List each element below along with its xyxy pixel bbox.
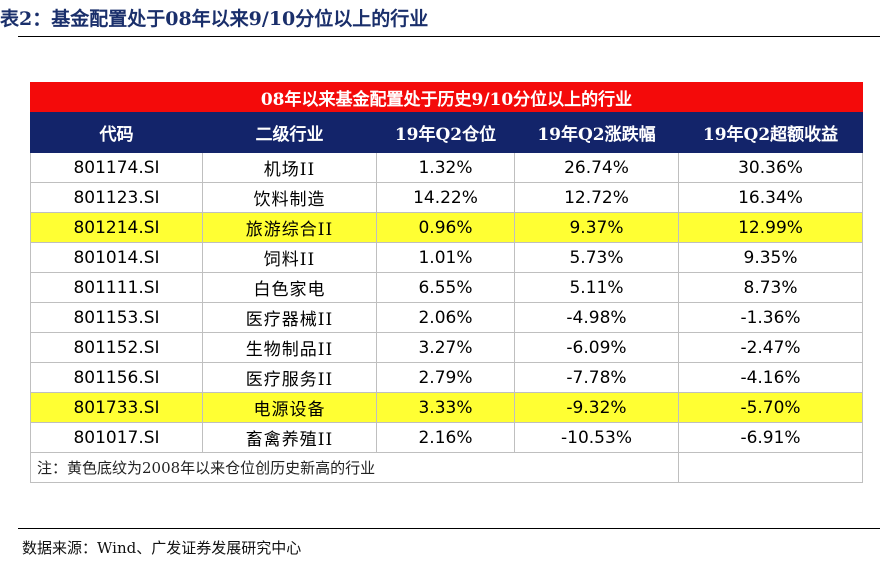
cell-code: 801014.SI <box>30 242 203 273</box>
cell-industry: 饮料制造 <box>202 182 377 213</box>
cell-industry: 医疗服务II <box>202 362 377 393</box>
table-banner-row: 08年以来基金配置处于历史9/10分位以上的行业 <box>29 82 864 112</box>
cell-position: 2.16% <box>376 422 515 453</box>
cell-position: 2.79% <box>376 362 515 393</box>
cell-code: 801733.SI <box>30 392 203 423</box>
column-header-position: 19年Q2仓位 <box>376 111 515 153</box>
table-note: 注：黄色底纹为2008年以来仓位创历史新高的行业 <box>30 452 679 483</box>
cell-industry: 医疗器械II <box>202 302 377 333</box>
figure-title: 表2：基金配置处于08年以来9/10分位以上的行业 <box>0 8 429 30</box>
table-body: 801174.SI 机场II 1.32% 26.74% 30.36% 801123.SI 饮… <box>30 152 864 453</box>
column-header-code: 代码 <box>30 111 203 153</box>
cell-excess: -1.36% <box>677 302 864 333</box>
cell-excess: 9.35% <box>677 242 864 273</box>
cell-position: 0.96% <box>376 212 515 243</box>
table-row: 801014.SI 饲料II 1.01% 5.73% 9.35% <box>30 242 864 273</box>
table-banner: 08年以来基金配置处于历史9/10分位以上的行业 <box>29 82 864 112</box>
cell-position: 2.06% <box>376 302 515 333</box>
cell-position: 14.22% <box>376 182 515 213</box>
cell-change: 5.73% <box>514 242 679 273</box>
cell-code: 801017.SI <box>30 422 203 453</box>
data-source: 数据来源：Wind、广发证券发展研究中心 <box>22 539 302 557</box>
cell-excess: 8.73% <box>677 272 864 303</box>
table-row: 801153.SI 医疗器械II 2.06% -4.98% -1.36% <box>30 302 864 333</box>
cell-code: 801214.SI <box>30 212 203 243</box>
cell-code: 801111.SI <box>30 272 203 303</box>
cell-code: 801123.SI <box>30 182 203 213</box>
source-divider <box>18 528 880 529</box>
cell-position: 3.27% <box>376 332 515 363</box>
table-row: 801152.SI 生物制品II 3.27% -6.09% -2.47% <box>30 332 864 363</box>
cell-change: 26.74% <box>514 152 679 183</box>
industry-table: 08年以来基金配置处于历史9/10分位以上的行业 代码 二级行业 19年Q2仓位… <box>29 82 864 483</box>
table-note-blank-cell <box>677 452 864 483</box>
cell-excess: -2.47% <box>677 332 864 363</box>
column-header-change: 19年Q2涨跌幅 <box>514 111 679 153</box>
cell-code: 801156.SI <box>30 362 203 393</box>
cell-industry: 电源设备 <box>202 392 377 423</box>
cell-change: -7.78% <box>514 362 679 393</box>
table-row: 801174.SI 机场II 1.32% 26.74% 30.36% <box>30 152 864 183</box>
table-row-highlighted: 801214.SI 旅游综合II 0.96% 9.37% 12.99% <box>30 212 864 243</box>
cell-industry: 机场II <box>202 152 377 183</box>
cell-position: 6.55% <box>376 272 515 303</box>
cell-change: 12.72% <box>514 182 679 213</box>
table-row: 801123.SI 饮料制造 14.22% 12.72% 16.34% <box>30 182 864 213</box>
title-divider <box>18 36 880 37</box>
cell-industry: 旅游综合II <box>202 212 377 243</box>
column-header-industry: 二级行业 <box>202 111 377 153</box>
cell-industry: 白色家电 <box>202 272 377 303</box>
cell-industry: 饲料II <box>202 242 377 273</box>
cell-change: -4.98% <box>514 302 679 333</box>
cell-excess: -4.16% <box>677 362 864 393</box>
column-header-excess: 19年Q2超额收益 <box>677 111 864 153</box>
cell-excess: -5.70% <box>677 392 864 423</box>
cell-position: 1.32% <box>376 152 515 183</box>
cell-code: 801153.SI <box>30 302 203 333</box>
table-row: 801017.SI 畜禽养殖II 2.16% -10.53% -6.91% <box>30 422 864 453</box>
cell-code: 801174.SI <box>30 152 203 183</box>
cell-excess: 16.34% <box>677 182 864 213</box>
cell-change: 9.37% <box>514 212 679 243</box>
cell-change: -6.09% <box>514 332 679 363</box>
cell-excess: 12.99% <box>677 212 864 243</box>
table-row: 801156.SI 医疗服务II 2.79% -7.78% -4.16% <box>30 362 864 393</box>
table-row-highlighted: 801733.SI 电源设备 3.33% -9.32% -5.70% <box>30 392 864 423</box>
table-header-row: 代码 二级行业 19年Q2仓位 19年Q2涨跌幅 19年Q2超额收益 <box>30 111 864 153</box>
cell-code: 801152.SI <box>30 332 203 363</box>
cell-position: 1.01% <box>376 242 515 273</box>
cell-excess: -6.91% <box>677 422 864 453</box>
cell-industry: 生物制品II <box>202 332 377 363</box>
cell-industry: 畜禽养殖II <box>202 422 377 453</box>
table-note-row: 注：黄色底纹为2008年以来仓位创历史新高的行业 <box>30 452 864 483</box>
cell-change: 5.11% <box>514 272 679 303</box>
cell-change: -10.53% <box>514 422 679 453</box>
cell-position: 3.33% <box>376 392 515 423</box>
cell-excess: 30.36% <box>677 152 864 183</box>
cell-change: -9.32% <box>514 392 679 423</box>
table-row: 801111.SI 白色家电 6.55% 5.11% 8.73% <box>30 272 864 303</box>
